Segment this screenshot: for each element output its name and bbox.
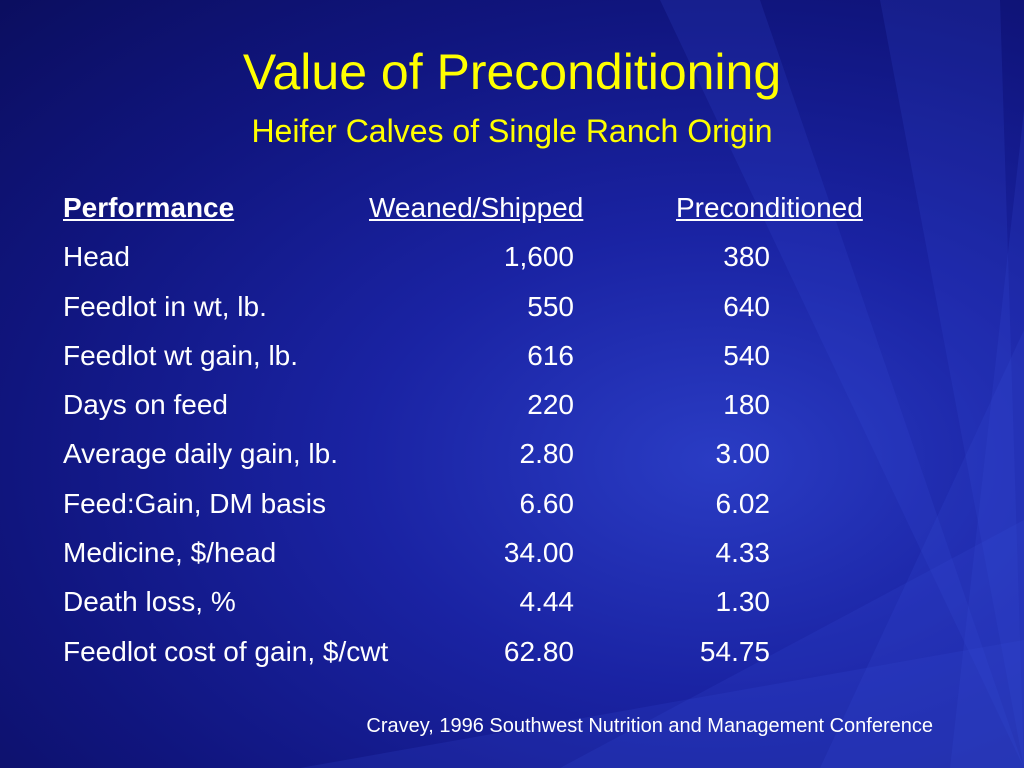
row-label: Days on feed <box>63 389 228 421</box>
table-row: Feedlot in wt, lb. 550 640 <box>0 285 1024 334</box>
table-row: Average daily gain, lb. 2.80 3.00 <box>0 432 1024 481</box>
row-label: Feedlot wt gain, lb. <box>63 339 299 371</box>
preconditioned-value: 3.00 <box>715 438 771 470</box>
weaned-shipped-value: 550 <box>527 290 574 322</box>
preconditioned-value: 540 <box>723 339 770 371</box>
row-label: Death loss, % <box>63 586 236 618</box>
table-row: Head 1,600 380 <box>0 235 1024 284</box>
row-label: Feed:Gain, DM basis <box>63 487 326 519</box>
weaned-shipped-value: 1,600 <box>503 241 574 273</box>
weaned-shipped-value: 2.80 <box>519 438 575 470</box>
table-row: Feed:Gain, DM basis 6.60 6.02 <box>0 482 1024 531</box>
header-performance: Performance <box>63 192 235 223</box>
weaned-shipped-value: 4.44 <box>519 586 575 618</box>
performance-table: Performance Weaned/Shipped Preconditione… <box>0 186 1024 679</box>
header-preconditioned: Preconditioned <box>676 192 863 223</box>
header-weaned-shipped: Weaned/Shipped <box>369 192 584 223</box>
table-row: Medicine, $/head 34.00 4.33 <box>0 531 1024 580</box>
row-label: Medicine, $/head <box>63 537 277 569</box>
preconditioned-value: 4.33 <box>715 537 771 569</box>
preconditioned-value: 640 <box>723 290 770 322</box>
table-row: Days on feed 220 180 <box>0 383 1024 432</box>
table-row: Death loss, % 4.44 1.30 <box>0 580 1024 629</box>
weaned-shipped-value: 62.80 <box>503 635 574 667</box>
row-label: Feedlot in wt, lb. <box>63 290 267 322</box>
table-row: Feedlot wt gain, lb. 616 540 <box>0 334 1024 383</box>
weaned-shipped-value: 6.60 <box>519 487 575 519</box>
preconditioned-value: 6.02 <box>715 487 771 519</box>
preconditioned-value: 1.30 <box>715 586 771 618</box>
weaned-shipped-value: 220 <box>527 389 574 421</box>
slide-title: Value of Preconditioning <box>242 44 782 100</box>
row-label: Feedlot cost of gain, $/cwt <box>63 635 389 667</box>
row-label: Head <box>63 241 130 273</box>
table-header-row: Performance Weaned/Shipped Preconditione… <box>0 186 1024 235</box>
preconditioned-value: 180 <box>723 389 770 421</box>
preconditioned-value: 380 <box>723 241 770 273</box>
weaned-shipped-value: 34.00 <box>503 537 574 569</box>
preconditioned-value: 54.75 <box>699 635 770 667</box>
slide-subtitle: Heifer Calves of Single Ranch Origin <box>251 113 773 149</box>
table-row: Feedlot cost of gain, $/cwt 62.80 54.75 <box>0 630 1024 679</box>
row-label: Average daily gain, lb. <box>63 438 338 470</box>
weaned-shipped-value: 616 <box>527 339 574 371</box>
citation-footer: Cravey, 1996 Southwest Nutrition and Man… <box>366 715 933 737</box>
